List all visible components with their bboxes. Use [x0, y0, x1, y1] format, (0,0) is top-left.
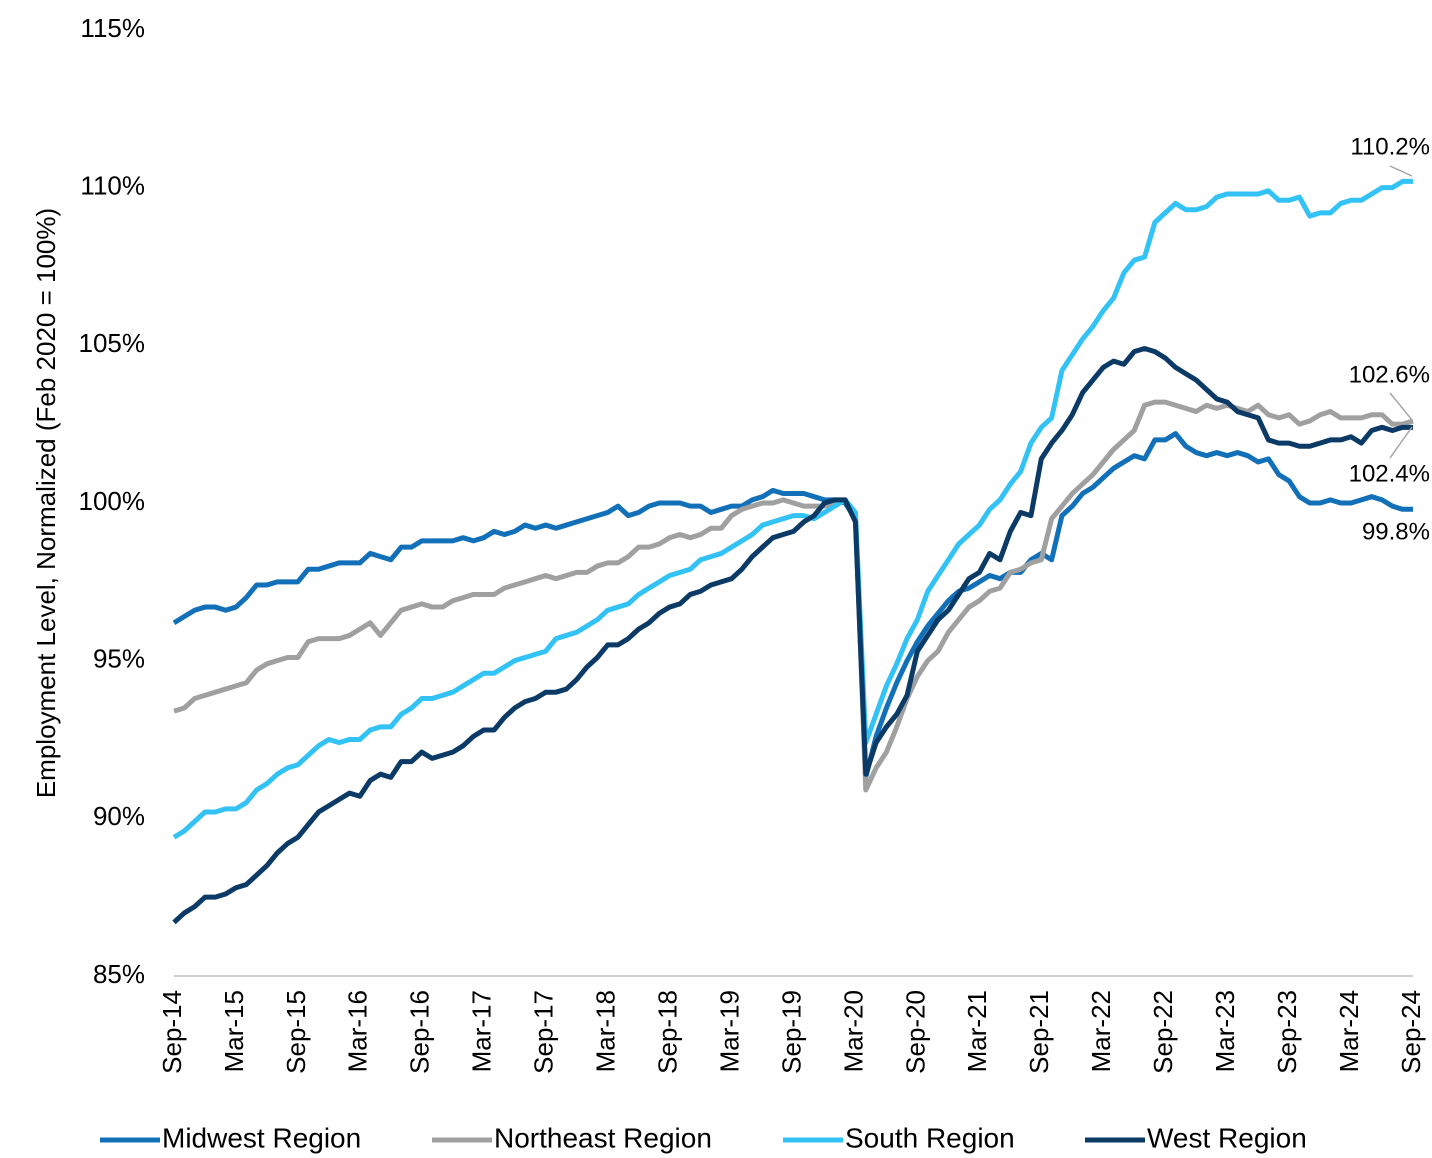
y-tick-label: 100%: [79, 486, 146, 516]
x-tick-label: Sep-23: [1272, 990, 1302, 1074]
x-tick-label: Sep-22: [1148, 990, 1178, 1074]
y-tick-label: 110%: [80, 171, 145, 201]
annotation: 102.4%: [1349, 460, 1430, 487]
annotation: 102.6%: [1349, 361, 1430, 388]
legend-label: West Region: [1147, 1122, 1307, 1153]
x-tick-label: Mar-24: [1334, 990, 1364, 1072]
leader-line: [1389, 165, 1413, 177]
y-axis-title: Employment Level, Normalized (Feb 2020 =…: [31, 208, 61, 798]
y-tick-label: 95%: [93, 644, 145, 674]
legend-label: Midwest Region: [162, 1122, 361, 1153]
series-line: [172, 431, 1413, 780]
series-line: [172, 345, 1413, 925]
series-line: [172, 178, 1413, 840]
x-tick-label: Mar-20: [838, 990, 868, 1072]
y-tick-label: 105%: [79, 328, 146, 358]
x-tick-label: Mar-21: [962, 990, 992, 1072]
x-tick-label: Sep-17: [529, 990, 559, 1074]
y-tick-label: 115%: [80, 13, 145, 43]
x-tick-label: Sep-18: [652, 990, 682, 1074]
x-tick-label: Mar-16: [343, 990, 373, 1072]
leader-line: [1389, 392, 1413, 421]
x-tick-label: Sep-24: [1396, 990, 1426, 1074]
legend-label: South Region: [845, 1122, 1015, 1153]
x-tick-label: Mar-23: [1210, 990, 1240, 1072]
annotation: 99.8%: [1362, 518, 1430, 545]
x-tick-label: Mar-22: [1086, 990, 1116, 1072]
x-tick-label: Sep-14: [157, 990, 187, 1074]
x-tick-label: Sep-21: [1024, 990, 1054, 1074]
x-tick-label: Sep-15: [281, 990, 311, 1074]
x-tick-label: Mar-18: [591, 990, 621, 1072]
leader-line: [1389, 426, 1413, 459]
x-tick-label: Mar-17: [467, 990, 497, 1072]
x-tick-label: Mar-19: [714, 990, 744, 1072]
y-tick-label: 85%: [93, 959, 145, 989]
x-tick-label: Sep-16: [405, 990, 435, 1074]
x-tick-label: Sep-20: [900, 990, 930, 1074]
series-line: [173, 399, 1414, 793]
y-tick-label: 90%: [93, 801, 145, 831]
x-tick-label: Sep-19: [776, 990, 806, 1074]
annotation: 110.2%: [1350, 133, 1430, 160]
x-tick-label: Mar-15: [219, 990, 249, 1072]
legend-label: Northeast Region: [494, 1122, 712, 1153]
